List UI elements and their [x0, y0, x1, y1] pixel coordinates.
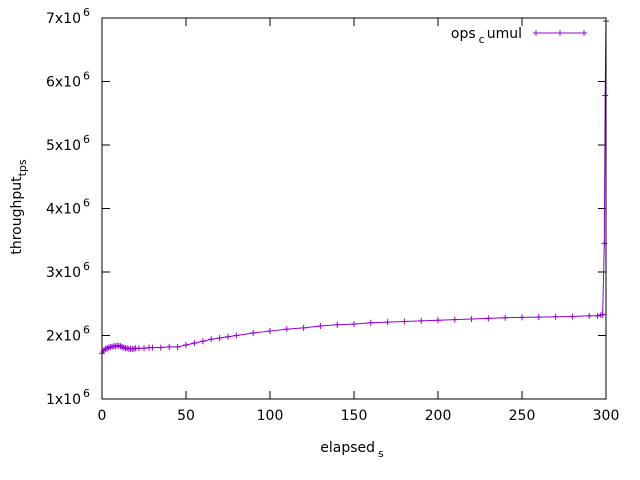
data-point-marker — [208, 336, 215, 343]
data-point-marker — [166, 343, 173, 350]
data-point-marker — [216, 335, 223, 342]
data-point-marker — [174, 343, 181, 350]
data-point-marker — [135, 345, 142, 352]
y-tick-label: 6x10 6 — [46, 70, 90, 91]
data-point-marker — [183, 342, 189, 349]
plot-frame — [101, 17, 607, 400]
y-axis-label: throughputtps — [9, 159, 29, 255]
data-point-marker — [435, 317, 441, 324]
data-point-marker — [149, 344, 156, 351]
data-point-marker — [233, 332, 240, 339]
data-point-marker — [599, 311, 606, 318]
y-tick-label: 1x10 6 — [46, 387, 90, 408]
series-markers — [99, 18, 609, 357]
data-point-marker — [502, 314, 509, 321]
series-layer — [99, 18, 609, 357]
x-tick-label: 50 — [177, 408, 195, 424]
data-point-marker — [334, 321, 341, 328]
x-tick-label: 150 — [341, 408, 368, 424]
x-tick-label: 250 — [509, 408, 536, 424]
x-tick-label: 200 — [425, 408, 452, 424]
data-point-marker — [300, 324, 307, 331]
y-tick-label: 7x10 6 — [46, 6, 90, 27]
data-point-marker — [141, 345, 147, 352]
y-tick-label: 4x10 6 — [46, 197, 90, 218]
data-point-marker — [586, 312, 593, 319]
data-point-marker — [594, 312, 601, 319]
y-axis-label-main: throughput — [9, 176, 25, 255]
data-point-marker — [267, 328, 273, 335]
y-axis-label-subscript: tps — [16, 159, 29, 176]
data-point-marker — [157, 344, 164, 351]
legend-marker — [581, 30, 587, 36]
x-axis-label-subscript: s — [378, 447, 384, 460]
data-point-marker — [199, 338, 206, 345]
data-point-marker — [384, 319, 391, 326]
data-point-marker — [535, 314, 542, 321]
y-axis-ticks: 1x10 6 2x10 6 3x10 6 4x10 6 5x10 6 6x10 6 7x10 6 — [46, 6, 606, 408]
data-point-marker — [485, 315, 492, 322]
x-axis-label-main: elapsed — [320, 440, 375, 456]
data-point-marker — [367, 319, 374, 326]
data-point-marker — [552, 313, 559, 320]
data-point-marker — [351, 321, 357, 328]
data-point-marker — [418, 317, 425, 324]
legend-marker — [557, 30, 563, 36]
data-point-marker — [468, 315, 475, 322]
x-tick-label: 0 — [98, 408, 107, 424]
x-axis-ticks: 0 50 100 150 200 250 300 — [98, 18, 620, 424]
series-line — [101, 21, 607, 354]
data-point-marker — [519, 314, 525, 321]
data-point-marker — [317, 322, 324, 329]
legend-markers — [533, 30, 587, 36]
data-point-marker — [569, 313, 576, 320]
legend-series-rest: umul — [487, 26, 522, 42]
data-point-marker — [401, 318, 408, 325]
x-axis-label: elapsed s — [320, 440, 384, 460]
data-point-marker — [191, 340, 198, 347]
data-point-marker — [602, 92, 609, 99]
y-tick-label: 5x10 6 — [46, 133, 90, 154]
x-tick-label: 300 — [593, 408, 620, 424]
data-point-marker — [451, 316, 458, 323]
y-tick-label: 3x10 6 — [46, 260, 90, 281]
legend-marker — [533, 30, 539, 36]
legend: ops c umul — [451, 26, 587, 46]
legend-series-name: ops — [451, 26, 476, 42]
data-point-marker — [225, 333, 231, 340]
y-tick-label: 2x10 6 — [46, 324, 90, 345]
legend-series-subscript: c — [479, 33, 485, 46]
x-tick-label: 100 — [257, 408, 284, 424]
data-point-marker — [250, 329, 257, 336]
legend-label: ops c umul — [451, 26, 522, 46]
data-point-marker — [283, 326, 290, 333]
